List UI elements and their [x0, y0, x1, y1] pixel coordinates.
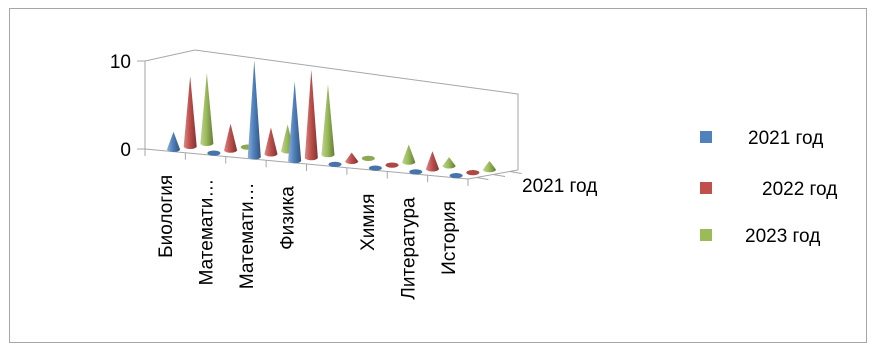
cone-base [207, 150, 221, 156]
legend-swatch [700, 182, 712, 194]
legend-swatch [700, 131, 712, 143]
cone-mark [321, 84, 335, 158]
legend-item-label: 2023 год [745, 226, 820, 247]
y-tick-label: 10 [110, 52, 131, 73]
x-category-label: Математи… [237, 182, 258, 289]
cone-mark [442, 157, 456, 169]
chart-area: 0 10 Биология Математи… Математи… Физика Химия… [9, 8, 867, 343]
cone-base [449, 173, 463, 179]
legend-item-label: 2022 год [762, 179, 837, 200]
cone-base [466, 170, 480, 176]
cone-base [385, 162, 399, 168]
cone-base [409, 169, 423, 175]
cone-base [368, 165, 382, 171]
cone-mark [247, 60, 261, 160]
legend-swatch [700, 229, 712, 241]
x-category-label: Литература [398, 197, 419, 300]
depth-axis-tick [492, 174, 506, 177]
cone-mark [183, 75, 197, 149]
cone-base [328, 161, 342, 167]
y-tick-label: 0 [120, 140, 131, 161]
depth-axis-tick [476, 177, 489, 180]
x-category-label: Физика [277, 186, 298, 250]
legend-item-label: 2021 год [748, 128, 823, 149]
x-category-label: Биология [156, 175, 177, 258]
cone-base [361, 155, 375, 161]
cone-mark [224, 123, 238, 153]
cone-mark [402, 144, 416, 165]
cone-mark [288, 81, 302, 164]
x-category-label: Химия [358, 194, 379, 251]
cone-mark [425, 151, 439, 172]
depth-axis-tick [509, 171, 522, 174]
cone-mark [482, 160, 496, 173]
x-category-label: История [439, 201, 460, 275]
cone-mark [200, 72, 214, 146]
chart-plot: 0 10 Биология Математи… Математи… Физика Химия… [110, 49, 837, 300]
cone-mark [167, 131, 181, 152]
chart-walls [144, 49, 519, 170]
x-category-label: Математи… [197, 179, 218, 286]
depth-axis-label: 2021 год [522, 176, 597, 197]
cone-mark [304, 69, 318, 161]
cone-mark [264, 127, 278, 157]
cone-mark [345, 152, 359, 164]
